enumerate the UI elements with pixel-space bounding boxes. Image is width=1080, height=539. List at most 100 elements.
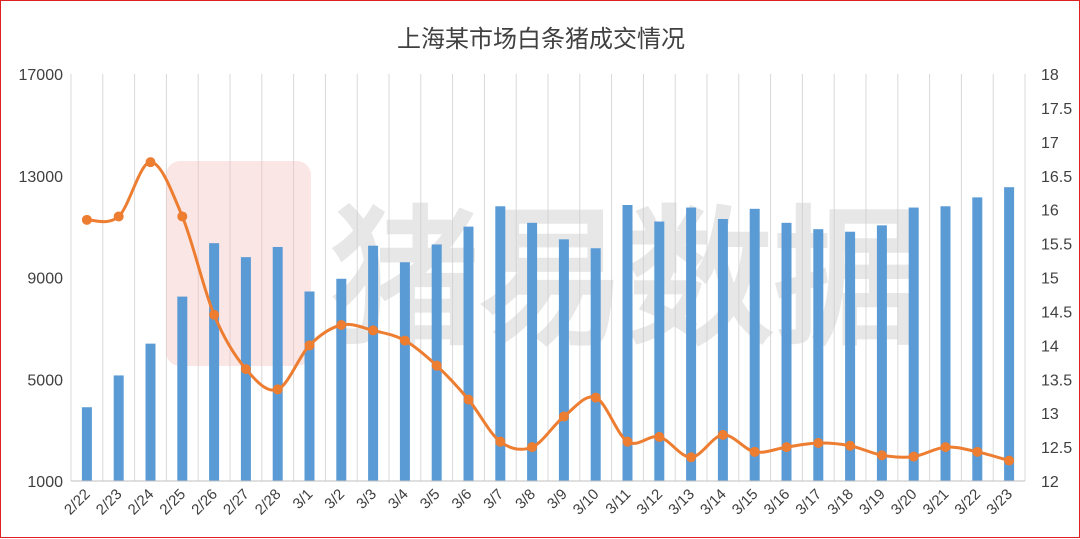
x-tick-label: 3/23 xyxy=(983,486,1016,519)
y-left-tick-label: 5000 xyxy=(27,372,63,389)
chart-title: 上海某市场白条猪成交情况 xyxy=(397,25,685,53)
line-point xyxy=(463,394,474,405)
line-point xyxy=(717,429,728,440)
x-tick-label: 3/2 xyxy=(321,486,348,513)
line-point xyxy=(622,436,633,447)
x-tick-label: 2/28 xyxy=(252,486,285,519)
bar xyxy=(495,206,506,481)
x-tick-label: 3/7 xyxy=(480,486,507,513)
x-tick-label: 3/4 xyxy=(385,486,412,513)
bar xyxy=(622,205,633,482)
x-tick-label: 3/10 xyxy=(570,486,603,519)
line-point xyxy=(845,440,856,451)
watermark-logo xyxy=(166,161,311,366)
x-tick-label: 2/25 xyxy=(156,486,189,519)
line-point xyxy=(240,364,251,375)
x-tick-label: 3/21 xyxy=(920,486,953,519)
line-point xyxy=(209,309,220,320)
bar xyxy=(590,248,601,481)
line-point xyxy=(113,211,124,222)
y-right-tick-label: 13.5 xyxy=(1041,372,1072,389)
bar xyxy=(972,197,983,481)
bar xyxy=(940,206,951,481)
x-tick-label: 3/16 xyxy=(761,486,794,519)
bar xyxy=(876,225,887,481)
x-tick-label: 3/8 xyxy=(512,486,539,513)
y-left-tick-label: 1000 xyxy=(27,474,63,491)
y-right-tick-label: 12 xyxy=(1041,474,1059,491)
line-point xyxy=(654,431,665,442)
y-right-tick-label: 15 xyxy=(1041,271,1059,288)
y-right-tick-label: 14 xyxy=(1041,338,1059,355)
bar xyxy=(81,407,92,481)
bar xyxy=(399,262,410,481)
line-point xyxy=(81,214,92,225)
bar xyxy=(113,375,124,481)
y-right-tick-label: 14.5 xyxy=(1041,304,1072,321)
bar xyxy=(845,231,856,481)
x-tick-label: 2/22 xyxy=(61,486,94,519)
line-point xyxy=(1004,455,1015,466)
y-right-tick-label: 18 xyxy=(1041,67,1059,84)
bar xyxy=(209,243,220,481)
y-right-tick-label: 12.5 xyxy=(1041,440,1072,457)
y-right-tick-label: 16 xyxy=(1041,203,1059,220)
x-tick-label: 3/18 xyxy=(824,486,857,519)
line-point xyxy=(145,157,156,168)
bar xyxy=(717,218,728,481)
y-left-tick-label: 9000 xyxy=(27,271,63,288)
line-point xyxy=(940,442,951,453)
line-point xyxy=(781,442,792,453)
y-right-tick-label: 17 xyxy=(1041,135,1059,152)
x-tick-label: 3/17 xyxy=(792,486,825,519)
y-left-tick-label: 13000 xyxy=(19,169,64,186)
y-right-tick-label: 15.5 xyxy=(1041,237,1072,254)
x-tick-label: 3/11 xyxy=(602,486,634,518)
x-tick-label: 3/14 xyxy=(697,486,730,519)
x-tick-label: 3/1 xyxy=(290,486,317,513)
line-point xyxy=(272,384,283,395)
line-point xyxy=(431,360,442,371)
bar xyxy=(368,245,379,481)
bar xyxy=(463,226,474,481)
bar xyxy=(272,246,283,481)
bar xyxy=(527,222,538,481)
y-left-tick-label: 17000 xyxy=(19,67,64,84)
line-point xyxy=(813,438,824,449)
x-tick-label: 3/12 xyxy=(633,486,666,519)
x-tick-label: 2/27 xyxy=(220,486,253,519)
bar xyxy=(558,239,569,481)
line-point xyxy=(368,325,379,336)
y-right-tick-label: 16.5 xyxy=(1041,169,1072,186)
x-tick-label: 3/19 xyxy=(856,486,889,519)
bar xyxy=(145,343,156,481)
line-point xyxy=(177,211,188,222)
bar xyxy=(781,222,792,481)
line-point xyxy=(908,451,919,462)
line-point xyxy=(590,392,601,403)
y-right-tick-label: 17.5 xyxy=(1041,101,1072,118)
bar xyxy=(177,296,188,481)
x-tick-label: 3/5 xyxy=(417,486,444,513)
x-tick-label: 3/15 xyxy=(729,486,762,519)
x-tick-label: 3/3 xyxy=(353,486,380,513)
x-tick-label: 3/6 xyxy=(449,486,476,513)
line-point xyxy=(749,446,760,457)
bar xyxy=(908,207,919,481)
bar xyxy=(336,278,347,481)
bar xyxy=(1004,187,1015,481)
line-point xyxy=(558,411,569,422)
line-point xyxy=(399,335,410,346)
line-point xyxy=(495,436,506,447)
bar xyxy=(686,207,697,481)
bar xyxy=(749,208,760,481)
x-tick-label: 3/22 xyxy=(951,486,984,519)
x-tick-label: 3/13 xyxy=(665,486,698,519)
line-point xyxy=(336,319,347,330)
line-point xyxy=(876,450,887,461)
x-tick-label: 2/24 xyxy=(125,486,158,519)
x-tick-label: 2/26 xyxy=(188,486,221,519)
line-point xyxy=(304,340,315,351)
